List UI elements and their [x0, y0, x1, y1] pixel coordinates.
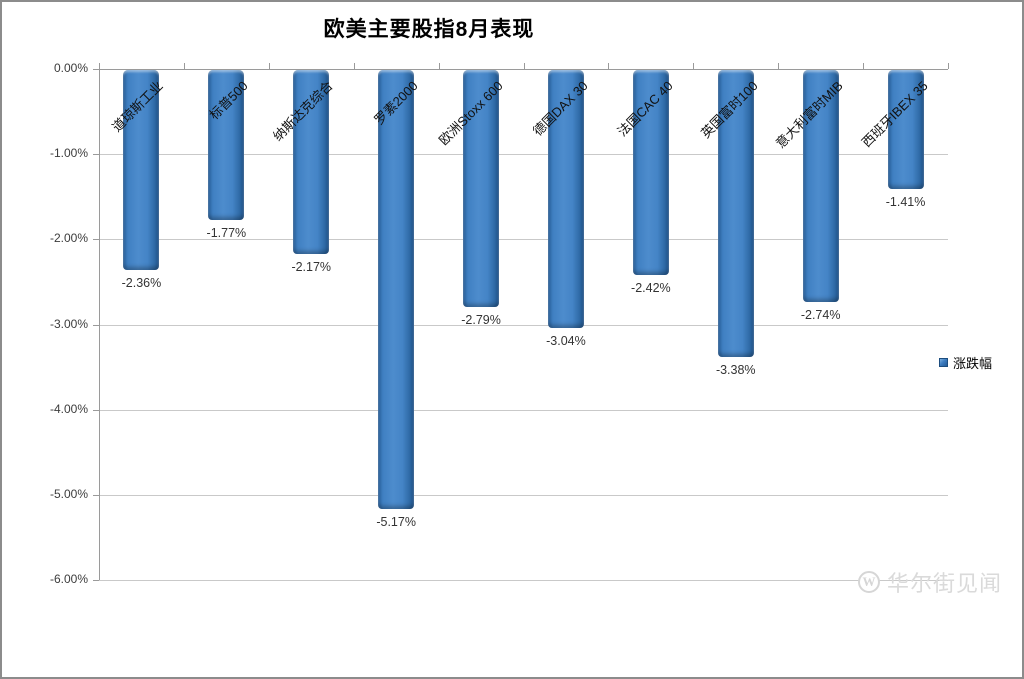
y-axis-tick [93, 69, 99, 70]
legend: 涨跌幅 [939, 353, 992, 372]
y-axis-tick [93, 154, 99, 156]
y-axis-label: -1.00% [49, 146, 88, 161]
y-axis-label: -4.00% [49, 401, 88, 416]
y-axis-tick [93, 324, 99, 326]
x-axis-tick [948, 63, 949, 69]
bar-4 [378, 70, 415, 510]
bar-10 [887, 70, 924, 190]
bar-value-label: -2.17% [291, 259, 332, 274]
x-axis-tick [99, 63, 100, 69]
y-axis-tick [93, 580, 99, 581]
gridline [99, 580, 948, 581]
bar-9 [802, 70, 839, 303]
legend-marker-icon [939, 358, 948, 367]
gridline [99, 324, 948, 326]
bar-value-label: -1.77% [206, 225, 247, 240]
gridline [99, 239, 948, 241]
y-axis-label: -6.00% [49, 572, 88, 586]
y-axis-line [99, 69, 100, 580]
x-axis-tick [863, 63, 865, 69]
watermark: W 华尔街见闻 [858, 566, 1002, 598]
bar-8 [717, 70, 754, 357]
bar-value-label: -1.41% [885, 195, 926, 210]
legend-label: 涨跌幅 [953, 356, 993, 371]
x-axis-tick [438, 63, 440, 69]
y-axis-label: 0.00% [53, 61, 88, 75]
gridline [99, 494, 948, 496]
zero-axis-line [99, 69, 948, 70]
y-axis-label: -5.00% [49, 486, 88, 501]
bar-value-label: -3.04% [546, 333, 586, 348]
x-axis-tick [693, 63, 695, 69]
bar-value-label: -5.17% [376, 515, 416, 530]
x-axis-tick [608, 63, 610, 69]
y-axis-label: -2.00% [49, 231, 88, 246]
gridline [99, 154, 948, 156]
x-axis-tick [268, 63, 270, 69]
x-axis-tick [778, 63, 780, 69]
bar-value-label: -2.74% [800, 308, 841, 323]
bar-7 [632, 70, 669, 276]
y-axis-tick [93, 239, 99, 241]
bar-value-label: -3.38% [715, 362, 756, 377]
x-axis-tick [523, 63, 525, 69]
y-axis-tick [93, 494, 99, 496]
bar-3 [293, 70, 330, 254]
bar-6 [547, 70, 584, 328]
y-axis-tick [93, 409, 99, 411]
bar-5 [463, 70, 500, 307]
bar-1 [123, 70, 160, 270]
bar-value-label: -2.79% [461, 312, 501, 327]
gridline [99, 409, 948, 411]
chart-title: 欧美主要股指8月表现 [323, 18, 535, 41]
y-axis-label: -3.00% [49, 316, 88, 331]
watermark-text: 华尔街见闻 [887, 571, 1003, 596]
watermark-logo-icon: W [858, 571, 880, 593]
x-axis-tick [183, 63, 185, 69]
bar-value-label: -2.36% [121, 275, 162, 290]
bar-value-label: -2.42% [631, 281, 671, 296]
x-axis-tick [353, 63, 355, 69]
bar-2 [208, 70, 245, 220]
